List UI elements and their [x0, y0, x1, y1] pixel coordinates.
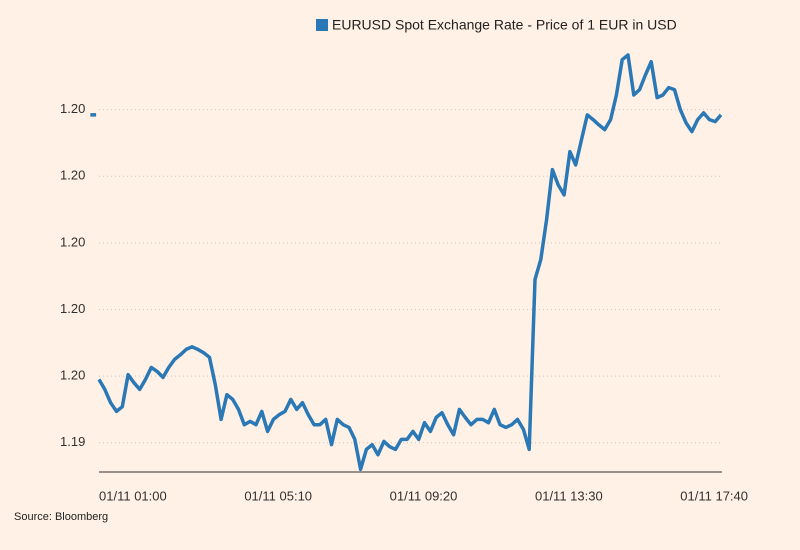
y-tick-label: 1.20	[60, 101, 85, 116]
x-tick-label: 01/11 01:00	[99, 488, 167, 503]
legend-swatch	[316, 19, 328, 31]
price-line	[90, 53, 723, 472]
x-tick-label: 01/11 13:30	[535, 488, 603, 503]
y-tick-label: 1.20	[60, 368, 85, 383]
legend-label: EURUSD Spot Exchange Rate - Price of 1 E…	[332, 17, 677, 33]
x-tick-label: 01/11 09:20	[390, 488, 458, 503]
y-tick-label: 1.20	[60, 234, 85, 249]
y-tick-label: 1.19	[60, 434, 85, 449]
x-tick-label: 01/11 17:40	[680, 488, 748, 503]
y-tick-label: 1.20	[60, 168, 85, 183]
source-note: Source: Bloomberg	[14, 511, 108, 523]
y-tick-label: 1.20	[60, 301, 85, 316]
x-tick-label: 01/11 05:10	[244, 488, 312, 503]
